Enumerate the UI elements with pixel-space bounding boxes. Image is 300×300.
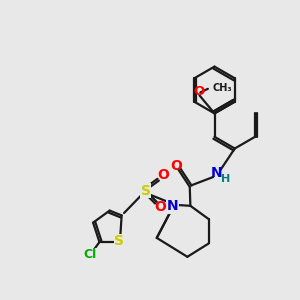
Text: O: O	[170, 159, 182, 173]
Text: Cl: Cl	[83, 248, 97, 261]
Text: O: O	[155, 200, 167, 214]
Text: S: S	[114, 235, 124, 248]
Text: CH₃: CH₃	[212, 83, 232, 93]
Text: O: O	[157, 168, 169, 182]
Text: S: S	[141, 184, 151, 198]
Text: N: N	[211, 166, 223, 180]
Text: O: O	[193, 85, 204, 98]
Text: H: H	[220, 174, 230, 184]
Text: N: N	[167, 199, 179, 213]
